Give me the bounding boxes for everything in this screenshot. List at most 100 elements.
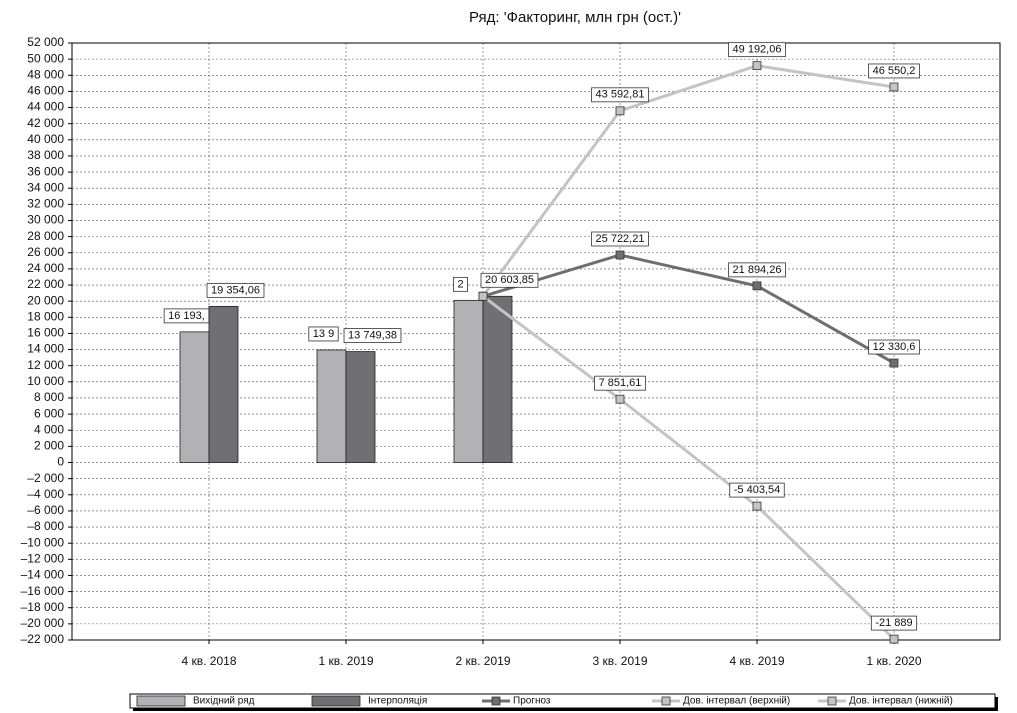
y-tick-label: 4 000 [34,422,64,436]
legend-marker [491,696,501,706]
line [482,253,895,365]
y-tick-label: –22 000 [21,632,65,646]
data-label: 46 550,2 [868,63,920,79]
data-label-text: 21 894,26 [733,264,782,276]
y-tick-label: 38 000 [27,148,64,162]
y-tick-label: –8 000 [27,519,64,533]
y-tick-label: –12 000 [21,551,65,565]
line [482,295,896,641]
y-tick-label: –14 000 [21,568,65,582]
y-tick-label: 12 000 [27,358,64,372]
y-tick-label: 22 000 [27,277,64,291]
data-label-box [480,272,539,288]
bar [179,331,210,463]
y-tick-label: 2 000 [34,439,64,453]
chart-title: Ряд: 'Факторинг, млн грн (ост.)' [469,9,681,26]
y-tick-label: –4 000 [27,487,64,501]
legend-swatch [311,695,361,707]
y-tick-label: 10 000 [27,374,64,388]
marker [615,106,625,116]
marker [889,634,899,644]
data-label: 21 894,26 [728,262,786,278]
data-label-box [868,63,920,79]
bar [482,295,513,463]
bar [316,349,347,463]
data-label: -5 403,54 [729,482,785,498]
data-label: 20 603,85 [480,272,539,288]
x-tick-label: 1 кв. 2020 [867,654,922,668]
legend-label: Дов. інтервал (верхній) [683,696,790,707]
data-label-text: 12 330,6 [873,341,916,353]
data-label-box [728,42,786,58]
y-tick-label: 46 000 [27,84,64,98]
data-label: 49 192,06 [728,42,786,58]
data-label-box [868,339,920,355]
data-label: 2 [453,276,468,292]
data-label-text: 20 603,85 [485,274,534,286]
data-label-box [870,615,918,631]
y-tick-label: 48 000 [27,67,64,81]
data-label-text: 7 851,61 [599,377,642,389]
legend-marker [827,696,837,706]
y-tick-label: –10 000 [21,535,65,549]
plot-frame [71,42,1001,641]
marker [752,61,762,71]
legend-label: Прогноз [513,696,551,707]
data-label-box [729,482,785,498]
data-label: 43 592,81 [591,87,649,103]
y-tick-label: –18 000 [21,600,65,614]
data-label-box [206,282,265,298]
legend-label: Дов. інтервал (нижній) [849,696,953,707]
data-label-box [163,308,210,324]
data-label-text: 19 354,06 [211,284,260,296]
y-tick-label: 30 000 [27,213,64,227]
bar [453,299,484,463]
data-label: 25 722,21 [591,231,649,247]
y-tick-label: 8 000 [34,390,64,404]
data-label-box [453,276,468,292]
data-label-box [728,262,786,278]
data-label-box [343,328,402,343]
y-tick-label: 36 000 [27,164,64,178]
bar [345,351,376,463]
data-label-text: 13 749,38 [348,329,397,341]
marker [889,358,899,368]
marker [752,281,762,291]
x-tick-label: 4 кв. 2019 [730,654,785,668]
data-label: 13 9 [308,326,339,342]
data-label-text: 49 192,06 [733,44,782,56]
marker [615,394,625,404]
data-label: 7 851,61 [594,375,646,391]
data-label: 12 330,6 [868,339,920,355]
data-label: -21 889 [870,615,918,631]
y-tick-label: 44 000 [27,100,64,114]
data-label-text: 2 [457,278,463,290]
y-tick-label: 40 000 [27,132,64,146]
x-tick-label: 4 кв. 2018 [182,654,237,668]
marker [752,501,762,511]
bar [208,305,239,463]
data-label-text: 13 9 [313,328,334,340]
data-label-box [591,231,649,247]
data-label-box [594,375,646,391]
y-tick-label: –20 000 [21,616,65,630]
legend-label: Інтерполяція [368,696,427,707]
data-label-text: 16 193, [168,310,205,322]
data-label-text: -5 403,54 [734,484,780,496]
line [481,64,895,298]
y-tick-label: 6 000 [34,406,64,420]
y-tick-label: 16 000 [27,326,64,340]
y-tick-label: 20 000 [27,293,64,307]
data-label: 19 354,06 [206,282,265,298]
data-label-text: -21 889 [875,617,912,629]
y-tick-label: –16 000 [21,584,65,598]
x-tick-label: 3 кв. 2019 [593,654,648,668]
marker [889,82,899,92]
y-tick-label: 28 000 [27,229,64,243]
data-label-text: 43 592,81 [596,89,645,101]
data-label: 13 749,38 [343,328,402,343]
y-tick-label: 0 [57,455,64,469]
y-tick-label: –2 000 [27,471,64,485]
